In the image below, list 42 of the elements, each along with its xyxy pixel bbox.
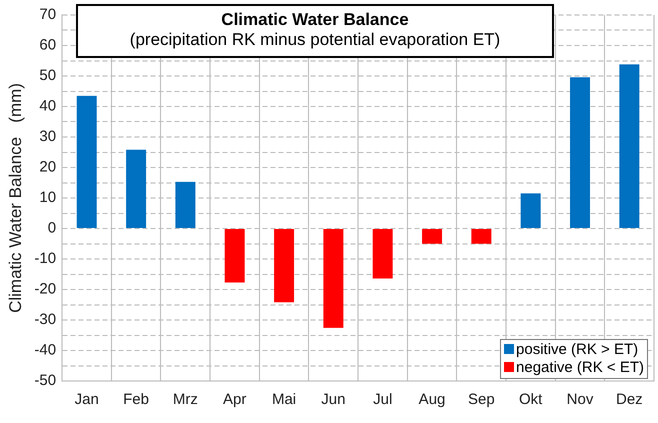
x-tick-label: Dez	[616, 391, 643, 408]
x-tick-label: Feb	[123, 391, 149, 408]
bar	[422, 229, 442, 244]
bar	[520, 193, 541, 228]
x-tick-label: Aug	[418, 391, 446, 408]
bar	[619, 64, 640, 228]
y-tick-label: 10	[39, 189, 56, 206]
y-tick-label: -40	[34, 342, 56, 359]
y-tick-label: 50	[39, 67, 56, 84]
x-tick-label: Nov	[566, 391, 594, 408]
y-axis-title: Climatic Water Balance (mm)	[6, 83, 25, 313]
x-tick-label: Jul	[373, 391, 392, 408]
bar	[274, 229, 294, 302]
y-tick-label: 0	[48, 220, 56, 237]
y-tick-label: -10	[34, 250, 56, 268]
y-tick-label: -20	[34, 280, 56, 298]
x-tick-label: Mai	[272, 391, 296, 408]
y-tick-label: -50	[34, 372, 56, 390]
x-tick-label: Jan	[74, 391, 99, 408]
bar	[175, 182, 196, 228]
y-tick-label: 40	[39, 98, 56, 115]
legend-label: negative (RK < ET)	[516, 359, 644, 376]
legend-label: positive (RK > ET)	[516, 341, 638, 358]
y-tick-label: -30	[34, 311, 56, 328]
x-tick-label: Mrz	[172, 391, 198, 408]
bar	[224, 229, 245, 282]
bar	[126, 150, 146, 228]
bar	[76, 96, 97, 228]
bar	[323, 229, 344, 328]
x-tick-label: Okt	[519, 391, 544, 408]
chart-title: Climatic Water Balance	[220, 10, 410, 30]
x-tick-label: Apr	[223, 391, 246, 408]
bar	[570, 77, 590, 228]
title-box: Climatic Water Balance (precipitation RK minus potential evaporation ET)	[76, 4, 554, 58]
y-tick-label: 20	[39, 158, 56, 176]
y-tick-label: 30	[39, 128, 56, 146]
y-tick-label: 70	[39, 6, 56, 24]
x-tick-label: Sep	[468, 391, 495, 408]
y-tick-label: 60	[39, 36, 56, 54]
bar	[372, 229, 393, 279]
bar	[471, 229, 492, 244]
x-tick-label: Jun	[321, 391, 346, 408]
